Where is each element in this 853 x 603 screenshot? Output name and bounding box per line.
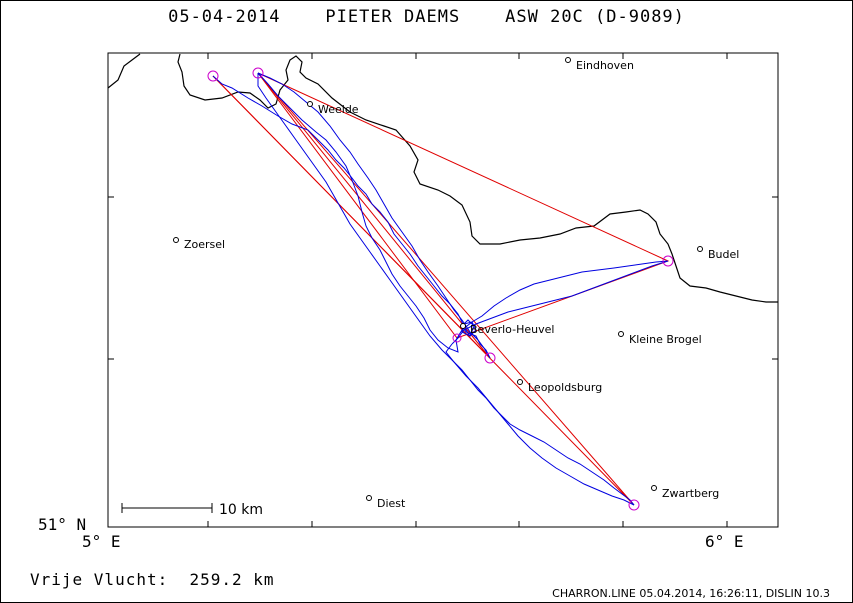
- towns: Eindhoven Weelde Zoersel Budel Beverlo-H…: [173, 57, 739, 510]
- national-border: [107, 53, 778, 303]
- axis-ticks: [108, 53, 778, 527]
- turnpoint-marker: [628, 499, 640, 511]
- svg-text:Beverlo-Heuvel: Beverlo-Heuvel: [470, 323, 554, 336]
- lon-axis-label-left: 5° E: [82, 532, 121, 551]
- turnpoints: [207, 67, 674, 511]
- svg-text:Diest: Diest: [377, 497, 406, 510]
- lon-axis-label-right: 6° E: [705, 532, 744, 551]
- svg-text:Kleine Brogel: Kleine Brogel: [629, 333, 702, 346]
- svg-text:Weelde: Weelde: [318, 103, 359, 116]
- scale-bar: 10 km: [121, 502, 263, 518]
- svg-text:Budel: Budel: [708, 248, 739, 261]
- svg-text:Leopoldsburg: Leopoldsburg: [528, 381, 602, 394]
- turnpoint-marker: [452, 333, 462, 343]
- svg-text:Eindhoven: Eindhoven: [576, 59, 634, 72]
- town-zwartberg: Zwartberg: [651, 485, 719, 500]
- lat-axis-label: 51° N: [38, 515, 87, 534]
- svg-text:Zoersel: Zoersel: [184, 238, 225, 251]
- map-border: [107, 52, 779, 528]
- town-leopoldsburg: Leopoldsburg: [517, 379, 602, 394]
- turnpoint-marker: [207, 70, 219, 82]
- town-budel: Budel: [697, 246, 739, 261]
- town-zoersel: Zoersel: [173, 237, 225, 251]
- turnpoint-marker: [252, 67, 264, 79]
- town-eindhoven: Eindhoven: [565, 57, 634, 72]
- svg-text:Zwartberg: Zwartberg: [662, 487, 719, 500]
- turnpoint-marker: [484, 352, 496, 364]
- flight-title: 05-04-2014 PIETER DAEMS ASW 20C (D-9089): [168, 7, 685, 27]
- software-footer: CHARRON.LINE 05.04.2014, 16:26:11, DISLI…: [552, 587, 830, 600]
- flight-track: [212, 72, 669, 506]
- turnpoint-marker: [662, 255, 674, 267]
- town-kleine-brogel: Kleine Brogel: [618, 331, 702, 346]
- distance-label: Vrije Vlucht: 259.2 km: [30, 570, 275, 589]
- scale-bar-label: 10 km: [219, 502, 263, 518]
- town-diest: Diest: [366, 495, 406, 510]
- town-beverlo-heuvel: Beverlo-Heuvel: [460, 323, 554, 336]
- town-weelde: Weelde: [307, 101, 359, 116]
